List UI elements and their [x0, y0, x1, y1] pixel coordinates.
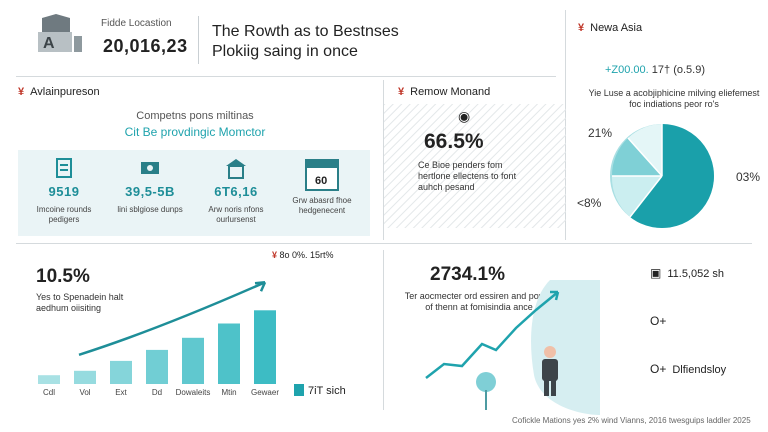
key-icon: O+ — [650, 362, 667, 376]
list-item: O+ Dlfiendsloy — [650, 362, 727, 376]
pie-label-1: 21% — [588, 126, 613, 140]
header-divider — [198, 16, 199, 64]
pie-label-2: 03% — [736, 170, 761, 184]
money-icon — [110, 156, 190, 182]
bar-ext — [110, 360, 132, 384]
growth-description: Yes to Spenadein halt aedhum oiisiting — [36, 292, 124, 313]
pie-label-3: <8% — [577, 196, 602, 210]
stat-card: 39,5-5B lini sblgiose dunps — [110, 150, 190, 215]
bar-chart — [38, 281, 276, 384]
location-label: Fidde Locastion — [101, 18, 172, 29]
key-swatch — [294, 384, 304, 396]
mid-growth-value: 2734.1% — [430, 264, 506, 285]
pie-slice-3 — [611, 138, 662, 176]
marker-icon: ¥ — [18, 86, 25, 98]
mid-description: Ce Bioe penders fom hertlone ellectens t… — [418, 160, 517, 192]
stats-band: 9519 Imcoine rounds pedigers 39,5-5B lin… — [18, 150, 370, 236]
divider-top-1 — [383, 80, 384, 240]
bar-cdl — [38, 375, 60, 384]
stat-card: 6T6,16 Arw noris nfons ourlursenst — [196, 150, 276, 225]
bar-category-label: Ext — [115, 388, 127, 397]
stat-value: 39,5-5B — [125, 184, 175, 199]
bar-gewaer — [254, 310, 276, 384]
trend-line — [425, 291, 559, 379]
marker-icon: ¥ — [272, 250, 278, 260]
hatch-pattern — [384, 104, 566, 228]
person-icon — [542, 359, 558, 381]
list-item: O+ — [650, 314, 672, 328]
figure-silhouette — [531, 280, 600, 415]
bar-dd — [146, 349, 168, 384]
pie-slice-main — [630, 124, 714, 228]
header-rule — [16, 76, 556, 77]
stat-card: 9519 Imcoine rounds pedigers — [24, 150, 104, 225]
brand-logo: A — [34, 14, 84, 56]
bar-category-label: Vol — [79, 388, 91, 397]
bar-category-label: Dd — [151, 388, 163, 397]
trend-arrow — [78, 281, 266, 356]
bar-category-label: Mtin — [221, 388, 237, 397]
chart-key: 7iT sich — [294, 384, 346, 397]
key-icon: O+ — [650, 314, 667, 328]
page-title: The Rowth as to Bestnses Plokiig saing i… — [212, 23, 399, 60]
bar-mtin — [218, 323, 240, 384]
section-title-left: ¥ Avlainpureson — [18, 86, 100, 98]
left-subtitle-line: Competns pons miltinas — [136, 110, 254, 122]
chart-icon: ▣ — [650, 266, 662, 280]
left-subtitle: Competns pons miltinas Cit Be provdingic… — [90, 108, 300, 140]
person-head — [544, 346, 556, 358]
asia-description: Yie Luse a acobjiphicine milving eliefem… — [588, 88, 760, 109]
trend-illustration — [425, 280, 600, 415]
logo-letter: A — [43, 35, 55, 52]
stat-label: Arw noris nfons ourlursenst — [208, 205, 264, 224]
footer-credit: Cofickle Mations yes 2% wind Vianns, 201… — [512, 416, 751, 425]
left-subtitle-highlight: Cit Be provdingic Momctor — [124, 125, 266, 139]
tree-icon — [476, 372, 496, 392]
bar-vol — [74, 370, 96, 384]
stat-label: Imcoine rounds pedigers — [36, 205, 92, 224]
store-icon — [196, 156, 276, 182]
stat-value: 6T6,16 — [214, 184, 258, 199]
divider-bottom-1 — [383, 250, 384, 410]
growth-value: 10.5% — [36, 266, 90, 287]
bar-dowaleits — [182, 337, 204, 384]
pie-slice-4 — [628, 124, 662, 176]
header-number: 20,016,23 — [103, 36, 188, 56]
list-item: ▣ 11.5,052 sh — [650, 266, 725, 280]
asia-value-rest: 17† (o.5.9) — [651, 64, 705, 76]
asia-value: +Z00.00. 17† (o.5.9) — [605, 64, 705, 76]
stat-value: 9519 — [48, 184, 80, 199]
pin-icon: ◉ — [458, 108, 471, 124]
bar-category-label: Gewaer — [250, 388, 279, 397]
mid-rule — [16, 243, 752, 244]
stat-label: lini sblgiose dunps — [117, 205, 183, 214]
chart-legend: ¥ 8o 0%. 15rt% — [272, 250, 334, 260]
arrow-head — [550, 290, 560, 301]
pie-slice-2 — [611, 176, 662, 217]
asia-value-accent: +Z00.00. — [605, 64, 649, 76]
badge-icon — [24, 156, 104, 182]
trend-arrow-head — [254, 281, 267, 292]
mid-percentage: 66.5% — [424, 130, 484, 153]
svg-text:60: 60 — [315, 175, 327, 187]
marker-icon: ¥ — [398, 86, 405, 98]
stat-card: 60 Grw abasrd fhoe hedgenecent — [282, 150, 362, 216]
section-title-asia: ¥ Newa Asia — [578, 22, 643, 34]
bar-category-label: Dowaleits — [175, 388, 211, 397]
section-title-mid: ¥ Remow Monand — [398, 86, 491, 98]
bar-category-label: Cdl — [42, 388, 55, 397]
mid-growth-description: Ter aocmecter ord essiren and power of t… — [404, 291, 554, 312]
asia-pie-chart — [610, 124, 714, 228]
calendar-icon: 60 — [282, 154, 362, 194]
stat-label: Grw abasrd fhoe hedgenecent — [292, 196, 352, 215]
marker-icon: ¥ — [578, 22, 585, 34]
